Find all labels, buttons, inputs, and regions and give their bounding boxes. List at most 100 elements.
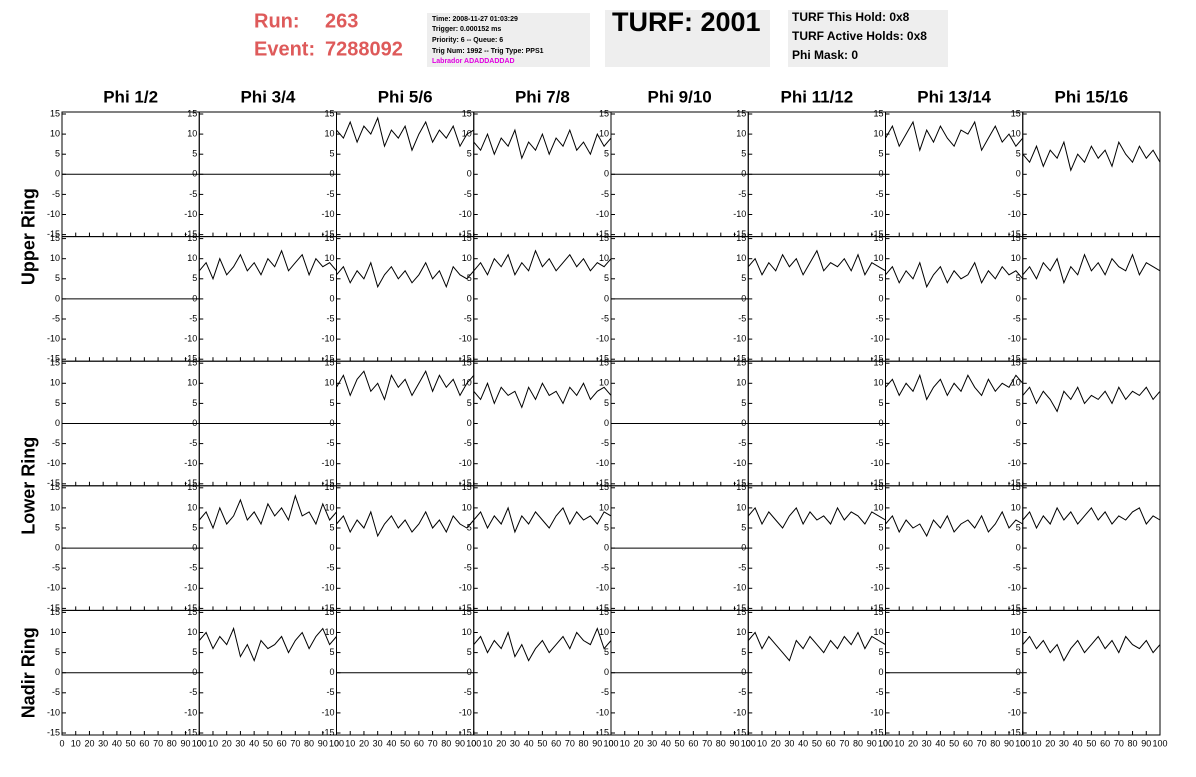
y-tick-label: 15 (187, 607, 197, 617)
y-tick-label: 10 (736, 253, 746, 263)
x-tick-label: 20 (633, 738, 643, 748)
turf-info: Phi Mask: 0 (792, 48, 858, 62)
y-tick-label: 5 (878, 273, 883, 283)
y-tick-label: 15 (1011, 482, 1021, 492)
x-tick-label: 70 (290, 738, 300, 748)
y-tick-label: -15 (459, 603, 472, 613)
y-tick-label: -15 (459, 354, 472, 364)
waveform (198, 249, 337, 281)
y-tick-label: -15 (47, 354, 60, 364)
y-tick-label: 5 (467, 522, 472, 532)
y-tick-label: 15 (599, 108, 609, 118)
y-tick-label: 5 (741, 398, 746, 408)
panel-frame (1022, 485, 1161, 611)
y-tick-label: 0 (55, 169, 60, 179)
x-tick-label: 10 (620, 738, 630, 748)
y-tick-label: -15 (47, 603, 60, 613)
y-tick-label: 15 (462, 108, 472, 118)
x-tick-label: 30 (373, 738, 383, 748)
y-tick-label: 0 (329, 667, 334, 677)
y-tick-label: -5 (464, 438, 472, 448)
y-tick-label: -10 (184, 333, 197, 343)
y-tick-label: 10 (50, 128, 60, 138)
y-tick-label: 15 (873, 108, 883, 118)
y-tick-label: -5 (1013, 687, 1021, 697)
y-tick-label: 15 (324, 607, 334, 617)
x-tick-label: 0 (608, 738, 613, 748)
y-tick-label: 10 (1011, 378, 1021, 388)
y-tick-label: 5 (467, 149, 472, 159)
y-tick-label: -5 (1013, 189, 1021, 199)
x-tick-label: 70 (977, 738, 987, 748)
y-tick-label: 0 (878, 293, 883, 303)
y-tick-label: 5 (55, 273, 60, 283)
y-tick-label: 10 (1011, 128, 1021, 138)
y-tick-label: -15 (596, 727, 609, 737)
x-tick-label: 60 (414, 738, 424, 748)
panel-frame (198, 609, 337, 736)
y-tick-label: -5 (738, 438, 746, 448)
y-tick-label: 10 (599, 502, 609, 512)
y-tick-label: -15 (870, 229, 883, 239)
x-tick-label: 30 (1059, 738, 1069, 748)
y-tick-label: 15 (599, 233, 609, 243)
y-tick-label: 10 (324, 378, 334, 388)
y-tick-label: 5 (192, 149, 197, 159)
x-tick-label: 0 (471, 738, 476, 748)
y-tick-label: -5 (52, 313, 60, 323)
panel-frame (885, 485, 1024, 611)
y-tick-label: 10 (50, 502, 60, 512)
y-tick-label: -15 (459, 229, 472, 239)
x-tick-label: 10 (208, 738, 218, 748)
y-tick-label: 15 (736, 607, 746, 617)
panel-frame (747, 609, 886, 736)
x-tick-label: 100 (192, 738, 207, 748)
y-tick-label: -5 (464, 687, 472, 697)
column-label: Phi 1/2 (103, 87, 158, 106)
y-tick-label: -5 (326, 313, 334, 323)
panel-frame (473, 360, 612, 487)
turf-info: TURF Active Holds: 0x8 (792, 29, 927, 43)
x-tick-label: 100 (878, 738, 893, 748)
waveform (885, 373, 1024, 401)
x-tick-label: 50 (126, 738, 136, 748)
y-tick-label: -15 (321, 727, 334, 737)
y-tick-label: 10 (50, 378, 60, 388)
y-tick-label: 15 (873, 607, 883, 617)
info-line: Priority: 6 -- Queue: 6 (432, 37, 503, 44)
y-tick-label: 10 (187, 502, 197, 512)
y-tick-label: 15 (736, 108, 746, 118)
x-tick-label: 0 (59, 738, 64, 748)
y-tick-label: 0 (192, 293, 197, 303)
turf: TURF: 2001 (612, 7, 761, 37)
y-tick-label: -10 (47, 209, 60, 219)
y-tick-label: 5 (604, 647, 609, 657)
column-label: Phi 9/10 (647, 87, 711, 106)
y-tick-label: -15 (1008, 229, 1021, 239)
y-tick-label: 15 (50, 607, 60, 617)
y-tick-label: 15 (187, 358, 197, 368)
x-tick-label: 40 (935, 738, 945, 748)
y-tick-label: 10 (462, 128, 472, 138)
y-tick-label: 0 (878, 418, 883, 428)
y-tick-label: -15 (184, 478, 197, 488)
turf-info-box (788, 10, 948, 67)
x-tick-label: 60 (826, 738, 836, 748)
waveform (473, 381, 612, 409)
y-tick-label: 15 (50, 358, 60, 368)
y-tick-label: -15 (184, 603, 197, 613)
y-tick-label: -10 (733, 209, 746, 219)
y-tick-label: -15 (459, 727, 472, 737)
x-tick-label: 50 (675, 738, 685, 748)
y-tick-label: 10 (1011, 502, 1021, 512)
y-tick-label: -5 (326, 687, 334, 697)
y-tick-label: 15 (1011, 233, 1021, 243)
x-tick-label: 30 (647, 738, 657, 748)
y-tick-label: 10 (462, 502, 472, 512)
waveform (885, 510, 1024, 538)
x-tick-label: 50 (400, 738, 410, 748)
y-tick-label: -10 (459, 583, 472, 593)
y-tick-label: -10 (870, 583, 883, 593)
y-tick-label: 5 (329, 647, 334, 657)
y-tick-label: 0 (604, 418, 609, 428)
